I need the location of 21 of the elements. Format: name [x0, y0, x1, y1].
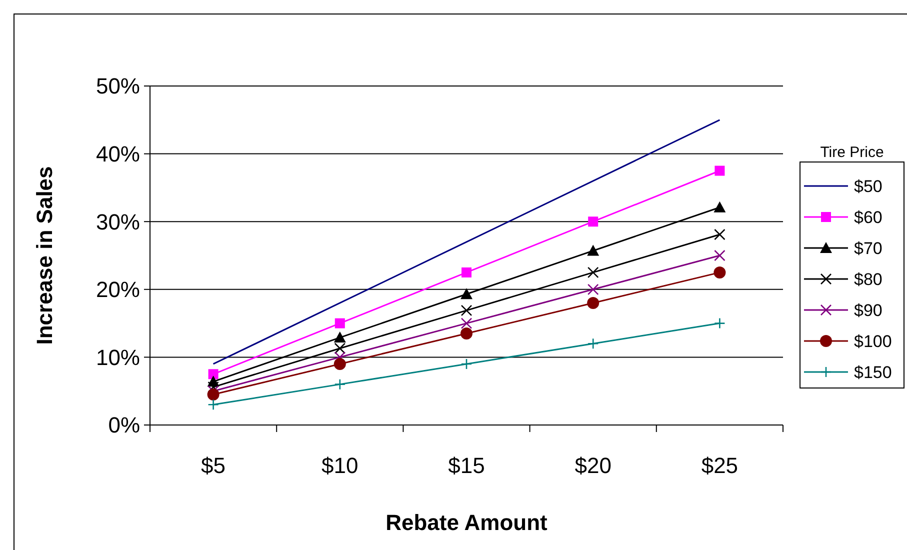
- y-axis-title: Increase in Sales: [32, 166, 57, 345]
- legend-label: $150: [854, 362, 892, 382]
- legend-label: $70: [854, 238, 882, 258]
- x-tick-label: $15: [448, 453, 485, 478]
- x-tick-label: $10: [322, 453, 358, 478]
- legend-label: $100: [854, 332, 892, 351]
- y-tick-label: 20%: [96, 277, 140, 302]
- x-axis-title: Rebate Amount: [386, 510, 548, 535]
- x-tick-label: $5: [201, 453, 226, 478]
- x-tick-label: $20: [574, 453, 612, 478]
- y-tick-label: 50%: [96, 74, 140, 99]
- legend-label: $80: [854, 270, 882, 289]
- x-tick-label: $25: [701, 453, 738, 478]
- legend-label: $50: [854, 176, 882, 196]
- legend-label: $90: [854, 300, 882, 320]
- y-tick-label: 0%: [108, 412, 140, 438]
- y-tick-label: 40%: [96, 142, 140, 166]
- legend-title: Tire Price: [820, 144, 884, 161]
- legend-label: $60: [854, 208, 882, 227]
- y-tick-label: 30%: [96, 209, 140, 234]
- y-tick-label: 10%: [96, 344, 140, 370]
